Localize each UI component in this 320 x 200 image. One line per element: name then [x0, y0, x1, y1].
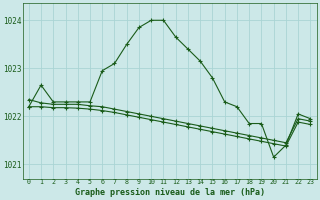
X-axis label: Graphe pression niveau de la mer (hPa): Graphe pression niveau de la mer (hPa) [75, 188, 265, 197]
